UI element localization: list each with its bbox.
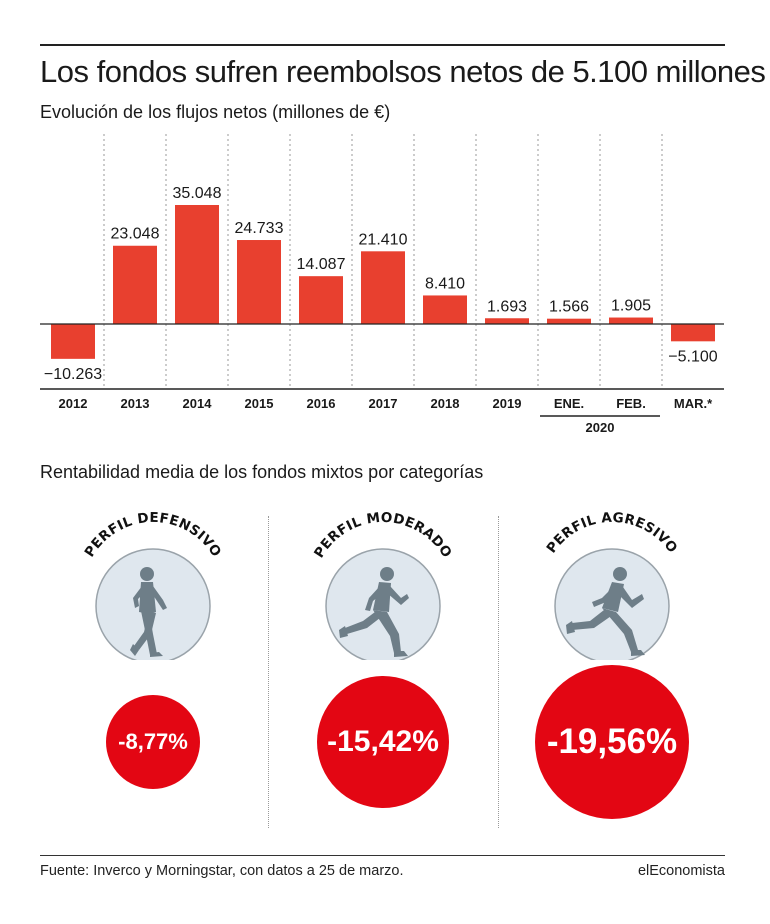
group-label: 2020: [586, 420, 615, 435]
bar-2012: [51, 324, 95, 359]
runner-icon: [566, 567, 645, 656]
return-value-circle: -15,42%: [317, 676, 449, 808]
profile-card-3: PERFIL AGRESIVO -19,56%: [493, 510, 731, 840]
bar-2016: [299, 276, 343, 324]
tick-label: ENE.: [554, 396, 584, 411]
tick-label: 2015: [245, 396, 274, 411]
brand-logo: elEconomista: [637, 863, 725, 879]
value-label: 35.048: [173, 185, 222, 202]
tick-label: 2012: [59, 396, 88, 411]
profile-card-1: PERFIL DEFENSIVO -8,77%: [34, 510, 272, 840]
value-label: 1.693: [487, 298, 527, 315]
runner-icon: [339, 567, 409, 657]
return-value-circle: -8,77%: [106, 695, 200, 789]
value-label: 23.048: [111, 226, 160, 243]
tick-label: 2017: [369, 396, 398, 411]
bar-2019: [485, 318, 529, 324]
tick-label: 2013: [121, 396, 150, 411]
bar-ene: [547, 318, 591, 324]
tick-label: 2014: [183, 396, 213, 411]
value-label: −5.100: [668, 348, 717, 365]
bar-2015: [237, 240, 281, 324]
chart-title: Los fondos sufren reembolsos netos de 5.…: [40, 54, 766, 89]
tick-label: 2018: [431, 396, 460, 411]
profile-divider: [498, 516, 499, 828]
value-label: 21.410: [359, 231, 408, 248]
tick-label: MAR.*: [674, 396, 713, 411]
bar-2014: [175, 205, 219, 324]
section2-title: Rentabilidad media de los fondos mixtos …: [40, 462, 484, 482]
value-label: 8.410: [425, 275, 465, 292]
runner-badge: PERFIL MODERADO: [311, 510, 455, 660]
value-label: 1.905: [611, 298, 651, 315]
bar-2013: [113, 245, 157, 324]
tick-label: FEB.: [616, 396, 646, 411]
value-label: −10.263: [44, 366, 102, 383]
value-label: 14.087: [297, 256, 346, 273]
tick-label: 2016: [307, 396, 336, 411]
tick-label: 2019: [493, 396, 522, 411]
runner-icon: [130, 567, 167, 657]
source-note: Fuente: Inverco y Morningstar, con datos…: [40, 863, 404, 879]
bar-feb: [609, 317, 653, 324]
chart-subtitle: Evolución de los flujos netos (millones …: [40, 102, 391, 122]
runner-badge: PERFIL DEFENSIVO: [82, 510, 224, 660]
bar-2017: [361, 251, 405, 324]
runner-badge: PERFIL AGRESIVO: [544, 510, 680, 660]
bar-2018: [423, 295, 467, 324]
bar-chart: −10.263 23.048 35.048 24.733 14.087 21.410 8.4…: [40, 134, 724, 435]
value-label: 1.566: [549, 299, 589, 316]
footer-rule: [40, 855, 725, 856]
profile-card-2: PERFIL MODERADO -15,42%: [264, 510, 502, 840]
profile-divider: [268, 516, 269, 828]
value-label: 24.733: [235, 220, 284, 237]
return-value-circle: -19,56%: [535, 665, 689, 819]
bar-mar: [671, 324, 715, 342]
top-rule: [40, 44, 725, 46]
